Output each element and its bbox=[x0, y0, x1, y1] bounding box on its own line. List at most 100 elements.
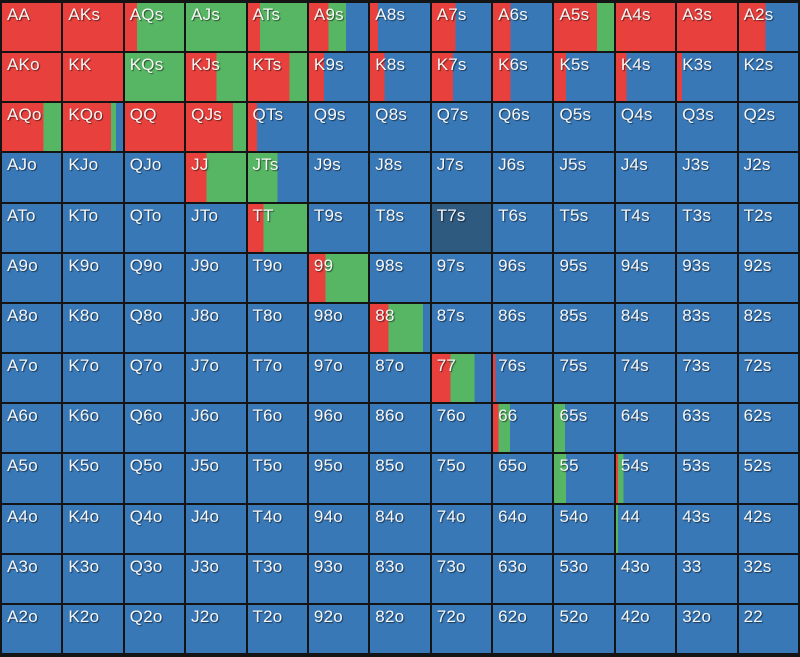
hand-cell-87s[interactable]: 87s bbox=[431, 303, 492, 353]
hand-cell-AKs[interactable]: AKs bbox=[63, 3, 123, 52]
hand-cell-J4o[interactable]: J4o bbox=[186, 504, 246, 553]
hand-cell-75s[interactable]: 75s bbox=[554, 354, 614, 403]
hand-cell-74o[interactable]: 74o bbox=[431, 504, 492, 553]
hand-cell-Q5s[interactable]: Q5s bbox=[554, 103, 614, 152]
hand-cell-T6o[interactable]: T6o bbox=[247, 404, 307, 453]
hand-cell-22[interactable]: 22 bbox=[738, 604, 798, 653]
hand-cell-K2s[interactable]: K2s bbox=[738, 53, 798, 102]
hand-cell-AQs[interactable]: AQs bbox=[124, 3, 185, 52]
hand-cell-KQs[interactable]: KQs bbox=[124, 53, 185, 102]
hand-cell-T3o[interactable]: T3o bbox=[247, 554, 307, 603]
hand-cell-63o[interactable]: 63o bbox=[493, 554, 553, 603]
hand-cell-J9s[interactable]: J9s bbox=[308, 153, 369, 202]
hand-cell-J2o[interactable]: J2o bbox=[186, 604, 246, 653]
hand-cell-JTo[interactable]: JTo bbox=[186, 203, 246, 252]
hand-cell-86s[interactable]: 86s bbox=[493, 303, 553, 353]
hand-cell-K6o[interactable]: K6o bbox=[63, 404, 123, 453]
hand-cell-Q8s[interactable]: Q8s bbox=[370, 103, 430, 152]
hand-cell-32s[interactable]: 32s bbox=[738, 554, 798, 603]
hand-cell-87o[interactable]: 87o bbox=[370, 354, 430, 403]
hand-cell-A8s[interactable]: A8s bbox=[370, 3, 430, 52]
hand-cell-KJo[interactable]: KJo bbox=[63, 153, 123, 202]
hand-cell-96o[interactable]: 96o bbox=[308, 404, 369, 453]
hand-cell-43o[interactable]: 43o bbox=[615, 554, 676, 603]
hand-cell-73o[interactable]: 73o bbox=[431, 554, 492, 603]
hand-cell-A4o[interactable]: A4o bbox=[2, 504, 62, 553]
hand-cell-Q7s[interactable]: Q7s bbox=[431, 103, 492, 152]
hand-cell-T5o[interactable]: T5o bbox=[247, 454, 307, 503]
hand-cell-QTo[interactable]: QTo bbox=[124, 203, 185, 252]
hand-cell-KQo[interactable]: KQo bbox=[63, 103, 123, 152]
hand-cell-A3s[interactable]: A3s bbox=[677, 3, 737, 52]
hand-cell-A9o[interactable]: A9o bbox=[2, 253, 62, 302]
hand-cell-84s[interactable]: 84s bbox=[615, 303, 676, 353]
hand-cell-A2o[interactable]: A2o bbox=[2, 604, 62, 653]
hand-cell-72s[interactable]: 72s bbox=[738, 354, 798, 403]
hand-cell-J6s[interactable]: J6s bbox=[493, 153, 553, 202]
hand-cell-T4s[interactable]: T4s bbox=[615, 203, 676, 252]
hand-cell-AQo[interactable]: AQo bbox=[2, 103, 62, 152]
hand-cell-QJs[interactable]: QJs bbox=[186, 103, 246, 152]
hand-cell-93o[interactable]: 93o bbox=[308, 554, 369, 603]
hand-cell-A6s[interactable]: A6s bbox=[493, 3, 553, 52]
hand-cell-K4s[interactable]: K4s bbox=[615, 53, 676, 102]
hand-cell-76s[interactable]: 76s bbox=[493, 354, 553, 403]
hand-cell-AJo[interactable]: AJo bbox=[2, 153, 62, 202]
hand-cell-T9s[interactable]: T9s bbox=[308, 203, 369, 252]
hand-cell-92s[interactable]: 92s bbox=[738, 253, 798, 302]
hand-cell-44[interactable]: 44 bbox=[615, 504, 676, 553]
hand-cell-62o[interactable]: 62o bbox=[493, 604, 553, 653]
hand-cell-32o[interactable]: 32o bbox=[677, 604, 737, 653]
hand-cell-82s[interactable]: 82s bbox=[738, 303, 798, 353]
hand-cell-KTo[interactable]: KTo bbox=[63, 203, 123, 252]
hand-cell-J5o[interactable]: J5o bbox=[186, 454, 246, 503]
hand-cell-T7o[interactable]: T7o bbox=[247, 354, 307, 403]
hand-cell-Q7o[interactable]: Q7o bbox=[124, 354, 185, 403]
hand-cell-85s[interactable]: 85s bbox=[554, 303, 614, 353]
hand-cell-K3o[interactable]: K3o bbox=[63, 554, 123, 603]
hand-cell-95o[interactable]: 95o bbox=[308, 454, 369, 503]
hand-cell-53s[interactable]: 53s bbox=[677, 454, 737, 503]
hand-cell-77[interactable]: 77 bbox=[431, 354, 492, 403]
hand-cell-52o[interactable]: 52o bbox=[554, 604, 614, 653]
hand-cell-KJs[interactable]: KJs bbox=[186, 53, 246, 102]
hand-cell-J7s[interactable]: J7s bbox=[431, 153, 492, 202]
hand-cell-QQ[interactable]: QQ bbox=[124, 103, 185, 152]
hand-cell-T8o[interactable]: T8o bbox=[247, 303, 307, 353]
hand-cell-J8s[interactable]: J8s bbox=[370, 153, 430, 202]
hand-cell-T4o[interactable]: T4o bbox=[247, 504, 307, 553]
hand-cell-K8s[interactable]: K8s bbox=[370, 53, 430, 102]
hand-cell-K9s[interactable]: K9s bbox=[308, 53, 369, 102]
hand-cell-75o[interactable]: 75o bbox=[431, 454, 492, 503]
hand-cell-97o[interactable]: 97o bbox=[308, 354, 369, 403]
hand-cell-T5s[interactable]: T5s bbox=[554, 203, 614, 252]
hand-cell-Q3s[interactable]: Q3s bbox=[677, 103, 737, 152]
hand-cell-83o[interactable]: 83o bbox=[370, 554, 430, 603]
hand-cell-Q5o[interactable]: Q5o bbox=[124, 454, 185, 503]
hand-cell-J9o[interactable]: J9o bbox=[186, 253, 246, 302]
hand-cell-KK[interactable]: KK bbox=[63, 53, 123, 102]
hand-cell-72o[interactable]: 72o bbox=[431, 604, 492, 653]
hand-cell-52s[interactable]: 52s bbox=[738, 454, 798, 503]
hand-cell-ATs[interactable]: ATs bbox=[247, 3, 307, 52]
hand-cell-AA[interactable]: AA bbox=[2, 3, 62, 52]
hand-cell-J3s[interactable]: J3s bbox=[677, 153, 737, 202]
hand-cell-A4s[interactable]: A4s bbox=[615, 3, 676, 52]
hand-cell-Q2o[interactable]: Q2o bbox=[124, 604, 185, 653]
hand-cell-JTs[interactable]: JTs bbox=[247, 153, 307, 202]
hand-cell-T2o[interactable]: T2o bbox=[247, 604, 307, 653]
hand-cell-K3s[interactable]: K3s bbox=[677, 53, 737, 102]
hand-cell-A8o[interactable]: A8o bbox=[2, 303, 62, 353]
hand-cell-QTs[interactable]: QTs bbox=[247, 103, 307, 152]
hand-cell-T8s[interactable]: T8s bbox=[370, 203, 430, 252]
hand-cell-98s[interactable]: 98s bbox=[370, 253, 430, 302]
hand-cell-A5o[interactable]: A5o bbox=[2, 454, 62, 503]
hand-cell-85o[interactable]: 85o bbox=[370, 454, 430, 503]
hand-cell-A3o[interactable]: A3o bbox=[2, 554, 62, 603]
hand-cell-K7s[interactable]: K7s bbox=[431, 53, 492, 102]
hand-cell-JJ[interactable]: JJ bbox=[186, 153, 246, 202]
hand-cell-Q8o[interactable]: Q8o bbox=[124, 303, 185, 353]
hand-cell-TT[interactable]: TT bbox=[247, 203, 307, 252]
hand-cell-76o[interactable]: 76o bbox=[431, 404, 492, 453]
hand-cell-AJs[interactable]: AJs bbox=[186, 3, 246, 52]
